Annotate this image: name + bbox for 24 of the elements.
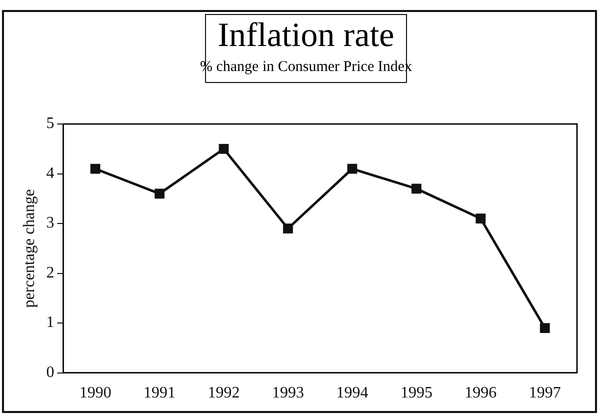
y-tick-label: 2	[46, 264, 54, 282]
y-tick-label: 0	[46, 364, 54, 382]
point	[540, 323, 550, 333]
y-tick-label: 3	[46, 214, 54, 232]
chart-title: Inflation rate	[216, 17, 396, 55]
x-tick-label: 1993	[272, 384, 304, 402]
point	[218, 144, 229, 154]
point	[347, 164, 358, 174]
y-tick-label: 5	[46, 115, 54, 132]
x-tick-label: 1995	[400, 384, 432, 402]
x-tick-label: 1994	[336, 384, 368, 402]
x-tick-label: 1997	[528, 384, 561, 402]
y-axis-title: percentage change	[20, 189, 38, 308]
x-tick-label: 1990	[79, 384, 112, 402]
x-tick-label: 1991	[144, 384, 176, 402]
x-tick-label: 1996	[464, 384, 497, 402]
point	[90, 164, 100, 174]
point	[476, 214, 486, 224]
point	[283, 224, 293, 234]
point	[154, 188, 164, 199]
point	[411, 184, 422, 194]
x-tick-label: 1992	[208, 384, 240, 402]
y-tick-label: 1	[46, 314, 54, 332]
y-tick-label: 4	[46, 164, 54, 182]
